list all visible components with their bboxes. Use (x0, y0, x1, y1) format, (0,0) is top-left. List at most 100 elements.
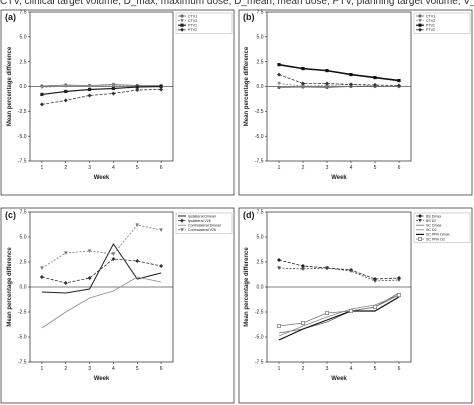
data-point (325, 311, 329, 315)
panel-label: (c) (5, 210, 16, 220)
panel-frame (238, 9, 473, 196)
data-point (325, 69, 329, 73)
y-tick-label: 2.5 (20, 260, 27, 266)
y-tick-label: 5.0 (257, 35, 264, 41)
panel-label: (a) (5, 12, 16, 22)
x-tick-label: 6 (160, 366, 163, 372)
legend-label: SC Dmax (426, 224, 442, 228)
legend-label: BS D2 (426, 219, 436, 223)
data-point (325, 83, 329, 88)
series-line (278, 267, 400, 282)
panel-label: (d) (243, 210, 255, 220)
x-tick-label: 2 (64, 366, 67, 372)
y-axis-label: Mean percentage difference (244, 46, 250, 126)
x-tick-label: 4 (350, 366, 353, 372)
data-point (111, 257, 116, 261)
data-point (87, 87, 92, 92)
legend-label: CTV1 (188, 14, 197, 18)
data-point (135, 259, 140, 263)
data-point (397, 78, 401, 83)
data-point (373, 279, 377, 283)
data-point (301, 321, 305, 325)
data-point (87, 276, 92, 280)
x-tick-label: 1 (41, 165, 44, 171)
data-point (373, 83, 377, 88)
y-tick-label: 7.5 (20, 210, 27, 216)
y-tick-label: -5.0 (18, 134, 27, 140)
legend-box (175, 212, 233, 234)
legend-label: Ipsilateral V26 (188, 219, 211, 223)
data-point (111, 86, 116, 91)
data-point (159, 87, 164, 92)
x-tick-label: 5 (374, 366, 377, 372)
y-tick-label: 5.0 (20, 235, 27, 241)
legend-marker (180, 14, 184, 18)
series-line (278, 83, 400, 87)
y-tick-label: -2.5 (18, 109, 27, 115)
data-point (277, 81, 281, 86)
legend-label: SC D2 (426, 228, 437, 232)
legend-marker (180, 228, 184, 232)
legend-label: CTV2 (188, 19, 197, 23)
series-line (41, 224, 162, 269)
series-line (278, 86, 399, 88)
y-tick-label: -2.5 (255, 310, 264, 316)
y-tick-label: 0.0 (257, 285, 264, 291)
y-axis-label: Mean percentage difference (244, 247, 250, 327)
panel-frame (0, 9, 235, 196)
data-point (63, 84, 68, 89)
legend-label: Ipsilateral Dmean (188, 214, 216, 218)
series-line (278, 259, 400, 280)
data-point (159, 264, 164, 268)
legend-label: PTV1 (188, 24, 197, 28)
legend-label: PTV2 (188, 28, 197, 32)
x-tick-label: 3 (326, 165, 329, 171)
data-point (135, 87, 140, 92)
legend-label: Contralateral Dmean (188, 224, 221, 228)
data-point (349, 72, 353, 77)
legend-label: SC PRV D2 (426, 237, 445, 241)
data-point (39, 102, 44, 107)
series-line (278, 294, 400, 337)
x-tick-label: 6 (160, 165, 163, 171)
x-tick-label: 1 (41, 366, 44, 372)
chart-panel-3: (c) -7.5 -5.0 -2.5 0.0 2.5 5.0 7.5 1 2 3 4 5 6 Week Mea… (0, 207, 235, 404)
series-line (41, 276, 162, 329)
series-line (41, 85, 162, 96)
legend-label: PTV2 (426, 28, 435, 32)
legend-label: CTV1 (426, 14, 435, 18)
data-point (397, 293, 401, 297)
legend-marker (180, 27, 184, 32)
data-point (40, 266, 44, 270)
y-tick-label: 2.5 (257, 260, 264, 266)
x-tick-label: 4 (112, 366, 115, 372)
legend-label: CTV2 (426, 19, 435, 23)
x-tick-label: 6 (398, 165, 401, 171)
y-tick-label: 5.0 (20, 35, 27, 41)
legend-box (413, 212, 471, 243)
y-tick-label: 7.5 (257, 10, 264, 16)
y-tick-label: 2.5 (257, 59, 264, 65)
data-point (159, 228, 163, 232)
data-point (135, 223, 140, 227)
data-point (277, 85, 281, 90)
x-tick-label: 1 (278, 366, 281, 372)
legend-box (175, 12, 233, 34)
series-line (41, 258, 162, 284)
x-tick-label: 5 (374, 165, 377, 171)
legend-marker (418, 219, 422, 223)
data-point (39, 275, 44, 279)
data-point (87, 84, 92, 89)
legend-marker (418, 19, 422, 23)
legend-marker (180, 19, 184, 23)
x-tick-label: 2 (64, 165, 67, 171)
data-point (40, 85, 44, 90)
x-tick-label: 4 (112, 165, 115, 171)
x-tick-label: 4 (350, 165, 353, 171)
data-point (373, 75, 377, 80)
y-tick-label: 0.0 (257, 84, 264, 90)
data-point (277, 258, 281, 262)
x-axis-label: Week (94, 376, 110, 382)
data-point (135, 85, 139, 89)
data-point (301, 264, 305, 268)
